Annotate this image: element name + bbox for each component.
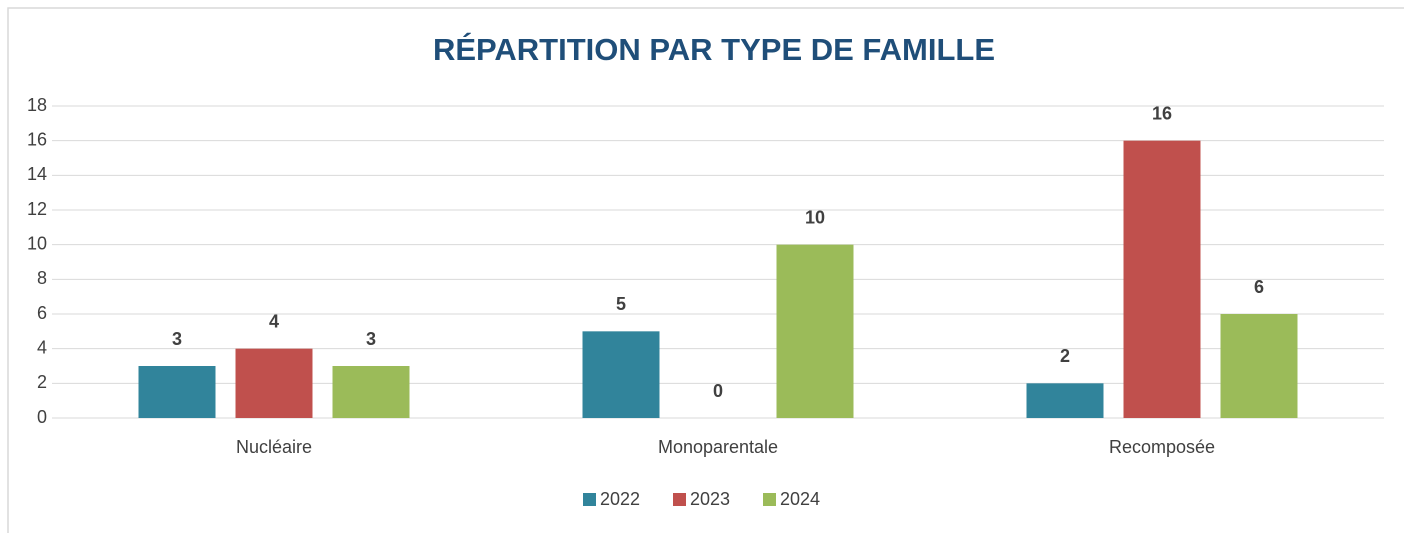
- data-label: 4: [269, 311, 279, 331]
- y-tick-label: 6: [37, 303, 47, 323]
- data-label: 3: [172, 329, 182, 349]
- bar: [235, 348, 313, 418]
- legend-label: 2024: [780, 489, 820, 509]
- data-label: 16: [1152, 103, 1172, 123]
- bar: [582, 331, 660, 418]
- bar: [138, 366, 216, 418]
- x-tick-label: Nucléaire: [236, 437, 312, 457]
- legend-label: 2023: [690, 489, 730, 509]
- data-label: 0: [713, 381, 723, 401]
- x-tick-label: Monoparentale: [658, 437, 778, 457]
- legend-swatch: [763, 493, 776, 506]
- y-tick-label: 0: [37, 407, 47, 427]
- bar: [1026, 383, 1104, 418]
- legend-swatch: [583, 493, 596, 506]
- legend-label: 2022: [600, 489, 640, 509]
- y-tick-label: 2: [37, 372, 47, 392]
- bar: [1123, 140, 1201, 418]
- chart-title: RÉPARTITION PAR TYPE DE FAMILLE: [433, 32, 995, 67]
- bar: [776, 244, 854, 418]
- x-tick-label: Recomposée: [1109, 437, 1215, 457]
- data-label: 6: [1254, 277, 1264, 297]
- y-tick-label: 18: [27, 95, 47, 115]
- legend-swatch: [673, 493, 686, 506]
- data-label: 5: [616, 294, 626, 314]
- y-tick-label: 12: [27, 199, 47, 219]
- bar: [1220, 314, 1298, 418]
- data-label: 10: [805, 207, 825, 227]
- y-tick-label: 16: [27, 129, 47, 149]
- data-label: 3: [366, 329, 376, 349]
- y-tick-label: 14: [27, 164, 47, 184]
- y-tick-label: 10: [27, 233, 47, 253]
- data-label: 2: [1060, 346, 1070, 366]
- y-tick-label: 4: [37, 337, 47, 357]
- bar: [332, 366, 410, 418]
- y-tick-label: 8: [37, 268, 47, 288]
